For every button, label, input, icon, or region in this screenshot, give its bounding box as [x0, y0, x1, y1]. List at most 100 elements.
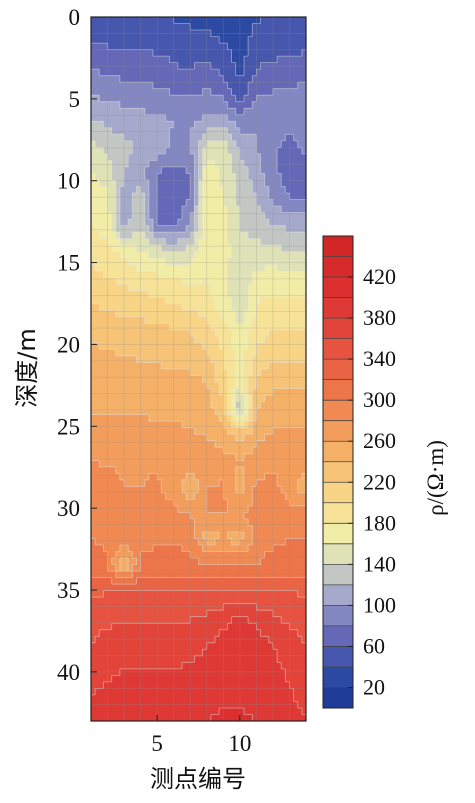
- heatmap-cell: [115, 538, 121, 546]
- heatmap-cell: [124, 505, 129, 514]
- heatmap-cell: [144, 486, 150, 494]
- heatmap-cell: [157, 538, 162, 546]
- heatmap-cell: [210, 603, 216, 611]
- heatmap-cell: [248, 82, 253, 90]
- heatmap-cell: [161, 251, 167, 259]
- heatmap-cell: [264, 56, 270, 64]
- heatmap-cell: [107, 616, 113, 624]
- heatmap-cell: [206, 362, 212, 370]
- heatmap-cell: [227, 597, 233, 605]
- heatmap-cell: [132, 369, 138, 377]
- heatmap-cell: [190, 603, 195, 611]
- heatmap-cell: [177, 629, 183, 637]
- heatmap-cell: [165, 349, 171, 357]
- heatmap-cell: [297, 434, 303, 442]
- heatmap-cell: [107, 636, 113, 644]
- heatmap-cell: [243, 590, 249, 598]
- heatmap-cell: [285, 297, 291, 305]
- heatmap-cell: [206, 597, 212, 605]
- heatmap-cell: [194, 166, 200, 175]
- heatmap-cell: [210, 558, 216, 566]
- heatmap-cell: [103, 636, 109, 644]
- heatmap-cell: [198, 258, 204, 266]
- heatmap-cell: [252, 36, 257, 44]
- heatmap-cell: [202, 375, 208, 383]
- heatmap-cell: [256, 616, 262, 624]
- heatmap-cell: [165, 121, 171, 129]
- heatmap-cell: [95, 147, 100, 155]
- heatmap-cell: [128, 290, 133, 298]
- heatmap-cell: [256, 395, 262, 403]
- heatmap-cell: [227, 512, 233, 520]
- heatmap-cell: [289, 290, 295, 298]
- heatmap-cell: [215, 382, 220, 390]
- heatmap-cell: [144, 264, 150, 272]
- heatmap-cell: [107, 336, 113, 344]
- heatmap-cell: [153, 408, 158, 416]
- heatmap-cell: [190, 512, 195, 520]
- heatmap-cell: [285, 251, 291, 259]
- heatmap-cell: [202, 179, 208, 188]
- heatmap-cell: [202, 69, 208, 77]
- heatmap-cell: [115, 388, 121, 396]
- heatmap-cell: [210, 369, 216, 377]
- heatmap-cell: [95, 212, 100, 220]
- heatmap-cell: [136, 245, 142, 253]
- heatmap-cell: [239, 166, 245, 175]
- heatmap-cell: [190, 434, 195, 442]
- heatmap-cell: [235, 173, 241, 181]
- heatmap-cell: [252, 466, 257, 474]
- heatmap-cell: [128, 56, 133, 64]
- heatmap-cell: [223, 140, 229, 148]
- heatmap-cell: [293, 95, 299, 103]
- heatmap-cell: [268, 206, 274, 214]
- heatmap-cell: [301, 232, 306, 240]
- heatmap-cell: [231, 49, 237, 57]
- heatmap-cell: [202, 388, 208, 396]
- heatmap-cell: [140, 512, 146, 520]
- heatmap-cell: [144, 121, 150, 129]
- heatmap-cell: [301, 636, 306, 644]
- heatmap-cell: [223, 147, 229, 155]
- heatmap-cell: [103, 414, 109, 422]
- heatmap-cell: [289, 23, 295, 31]
- heatmap-cell: [285, 382, 291, 390]
- heatmap-cell: [264, 251, 270, 259]
- heatmap-cell: [99, 584, 104, 592]
- heatmap-cell: [301, 206, 306, 214]
- heatmap-cell: [272, 336, 278, 344]
- heatmap-cell: [115, 395, 121, 403]
- heatmap-cell: [136, 56, 142, 64]
- heatmap-cell: [206, 258, 212, 266]
- heatmap-cell: [165, 62, 171, 70]
- heatmap-cell: [124, 479, 129, 487]
- heatmap-cell: [293, 395, 299, 403]
- heatmap-cell: [215, 147, 220, 155]
- heatmap-cell: [223, 290, 229, 298]
- heatmap-cell: [268, 49, 274, 57]
- heatmap-cell: [124, 486, 129, 494]
- heatmap-cell: [115, 466, 121, 474]
- heatmap-cell: [219, 558, 224, 566]
- heatmap-cell: [128, 43, 133, 51]
- heatmap-cell: [297, 251, 303, 259]
- heatmap-cell: [206, 349, 212, 357]
- heatmap-cell: [297, 408, 303, 416]
- heatmap-cell: [161, 395, 167, 403]
- heatmap-cell: [215, 395, 220, 403]
- heatmap-cell: [293, 297, 299, 305]
- heatmap-cell: [115, 179, 121, 188]
- heatmap-cell: [243, 414, 249, 422]
- heatmap-cell: [132, 342, 138, 351]
- heatmap-cell: [177, 160, 183, 168]
- heatmap-cell: [169, 355, 175, 364]
- heatmap-cell: [161, 603, 167, 611]
- heatmap-cell: [293, 69, 299, 77]
- heatmap-cell: [91, 525, 96, 533]
- heatmap-cell: [119, 134, 125, 142]
- heatmap-cell: [231, 284, 237, 292]
- heatmap-cell: [148, 225, 154, 233]
- heatmap-cell: [119, 316, 125, 324]
- heatmap-cell: [136, 316, 142, 324]
- heatmap-cell: [91, 369, 96, 377]
